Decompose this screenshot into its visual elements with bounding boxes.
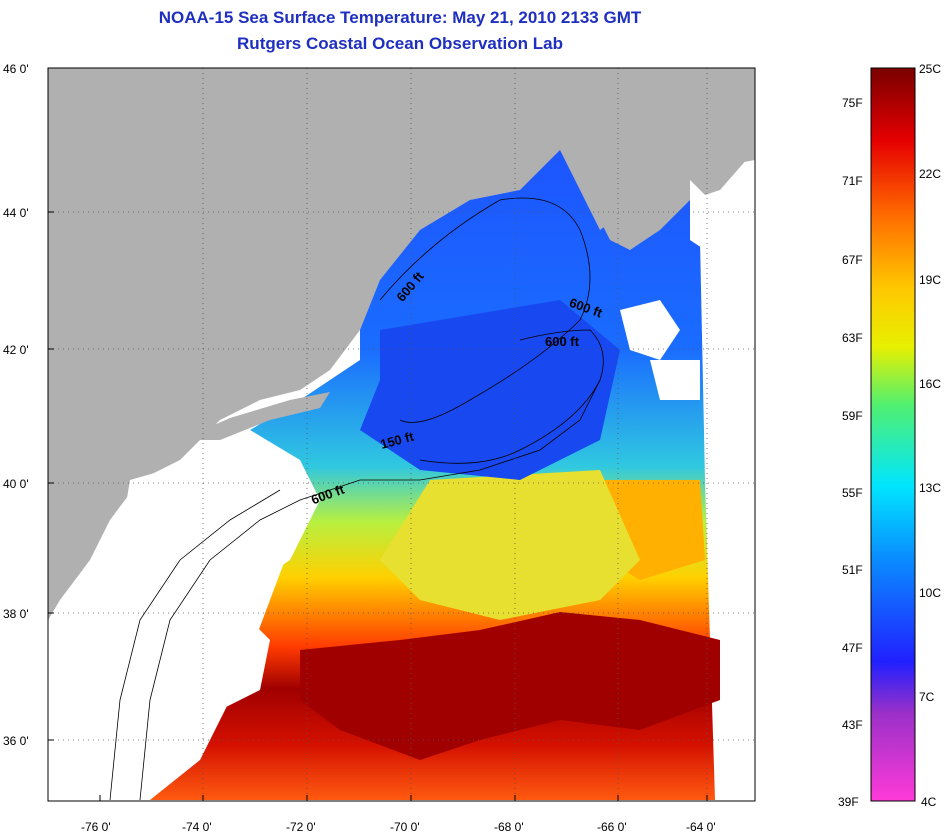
lon-label: -76 0' bbox=[81, 820, 111, 834]
map-area: 600 ft 600 ft 600 ft 150 ft 600 ft bbox=[48, 68, 755, 801]
lat-label: 44 0' bbox=[3, 206, 29, 220]
colorbar-f-label: 55F bbox=[842, 486, 863, 500]
lon-label: -74 0' bbox=[182, 820, 212, 834]
cloud-patch bbox=[620, 300, 680, 360]
bathymetry-contours bbox=[109, 197, 604, 801]
lon-label: -66 0' bbox=[597, 820, 627, 834]
lat-label: 36 0' bbox=[3, 734, 29, 748]
colorbar-f-label: 51F bbox=[842, 563, 863, 577]
latitude-labels: 46 0' 44 0' 42 0' 40 0' 38 0' 36 0' bbox=[3, 62, 29, 748]
colorbar-c-label: 13C bbox=[919, 481, 941, 495]
colorbar-f-label: 43F bbox=[842, 718, 863, 732]
colorbar-f-label: 63F bbox=[842, 331, 863, 345]
lat-label: 38 0' bbox=[3, 607, 29, 621]
land-long-island bbox=[180, 392, 330, 440]
colorbar-c-label: 10C bbox=[919, 586, 941, 600]
map-gridlines bbox=[48, 68, 755, 801]
colorbar-fahrenheit-labels: 75F 71F 67F 63F 59F 55F 51F 47F 43F 39F bbox=[838, 96, 863, 809]
lon-label: -68 0' bbox=[494, 820, 524, 834]
colorbar-c-label: 16C bbox=[919, 377, 941, 391]
lon-label: -72 0' bbox=[286, 820, 316, 834]
colorbar-c-label: 4C bbox=[921, 795, 937, 809]
cold-shelf bbox=[360, 300, 620, 480]
contour-label: 600 ft bbox=[545, 334, 580, 349]
colorbar-c-label: 25C bbox=[919, 62, 941, 76]
colorbar-f-label: 67F bbox=[842, 253, 863, 267]
colorbar-f-label: 71F bbox=[842, 174, 863, 188]
lat-label: 42 0' bbox=[3, 343, 29, 357]
land-mainland bbox=[48, 68, 755, 620]
map-subtitle: Rutgers Coastal Ocean Observation Lab bbox=[237, 34, 563, 53]
colorbar-f-label: 47F bbox=[842, 641, 863, 655]
colorbar-f-label: 75F bbox=[842, 96, 863, 110]
colorbar bbox=[870, 67, 916, 802]
lon-label: -64 0' bbox=[686, 820, 716, 834]
cloud-patch bbox=[690, 180, 710, 250]
map-ticks bbox=[48, 67, 708, 801]
colorbar-c-label: 19C bbox=[919, 273, 941, 287]
colorbar-c-label: 7C bbox=[919, 690, 935, 704]
slope-water bbox=[380, 470, 640, 620]
map-title: NOAA-15 Sea Surface Temperature: May 21,… bbox=[158, 8, 642, 27]
longitude-labels: -76 0' -74 0' -72 0' -70 0' -68 0' -66 0… bbox=[81, 820, 716, 834]
land-nova-scotia bbox=[595, 110, 755, 250]
colorbar-c-label: 22C bbox=[919, 167, 941, 181]
cloud-patch bbox=[650, 360, 700, 400]
map-border bbox=[47, 67, 756, 802]
lat-label: 40 0' bbox=[3, 477, 29, 491]
colorbar-f-label: 59F bbox=[842, 409, 863, 423]
colorbar-celsius-labels: 25C 22C 19C 16C 13C 10C 7C 4C bbox=[919, 62, 941, 809]
lat-label: 46 0' bbox=[3, 62, 29, 76]
lon-label: -70 0' bbox=[390, 820, 420, 834]
cloud-patch bbox=[100, 460, 300, 800]
gulf-stream bbox=[300, 612, 720, 760]
colorbar-f-label: 39F bbox=[838, 795, 859, 809]
